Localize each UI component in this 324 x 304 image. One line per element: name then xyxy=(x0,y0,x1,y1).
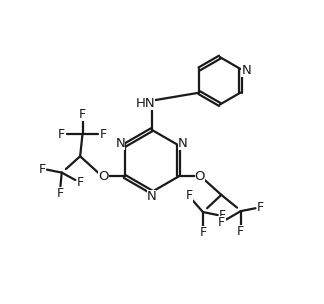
Text: O: O xyxy=(98,170,109,183)
Text: F: F xyxy=(257,201,264,214)
Text: N: N xyxy=(115,137,125,150)
Text: N: N xyxy=(178,137,188,150)
Text: F: F xyxy=(76,176,84,188)
Text: F: F xyxy=(199,226,206,239)
Text: O: O xyxy=(195,170,205,183)
Text: F: F xyxy=(100,128,107,140)
Text: F: F xyxy=(79,108,86,121)
Text: F: F xyxy=(218,216,225,229)
Text: F: F xyxy=(57,187,64,200)
Text: F: F xyxy=(219,209,226,222)
Text: F: F xyxy=(58,128,65,140)
Text: HN: HN xyxy=(135,97,155,109)
Text: F: F xyxy=(237,225,244,238)
Text: F: F xyxy=(186,189,193,202)
Text: N: N xyxy=(147,190,156,203)
Text: F: F xyxy=(38,163,45,175)
Text: N: N xyxy=(241,64,251,77)
